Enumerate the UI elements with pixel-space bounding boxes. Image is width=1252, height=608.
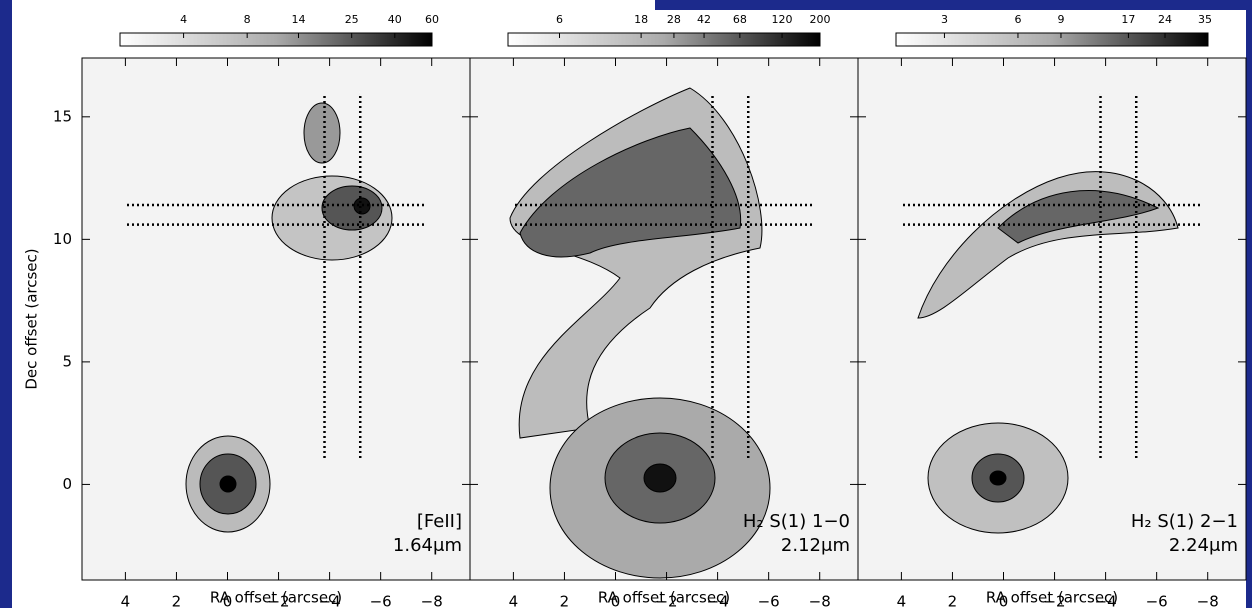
x-tick-label: 0 [611, 593, 621, 608]
panel-label: H₂ S(1) 2−1 [1131, 511, 1238, 532]
emission [643, 463, 677, 493]
x-axis-label: RA offset (arcsec) [986, 589, 1118, 607]
x-tick-label: 4 [897, 593, 907, 608]
colorbar-tick-label: 24 [1158, 13, 1172, 26]
x-tick-label: 4 [509, 593, 519, 608]
colorbar-tick-label: 40 [388, 13, 402, 26]
colorbar-tick-label: 42 [697, 13, 711, 26]
panel-label: 2.24μm [1169, 535, 1238, 556]
x-axis-label: RA offset (arcsec) [210, 589, 342, 607]
colorbar-tick-label: 6 [556, 13, 563, 26]
image [185, 102, 393, 533]
colorbar-tick-label: 14 [292, 13, 306, 26]
x-tick-label: 2 [172, 593, 182, 608]
x-tick-label: −8 [1197, 593, 1219, 608]
x-tick-label: −4 [319, 593, 341, 608]
panel-bg [82, 58, 470, 580]
colorbar-tick-label: 25 [345, 13, 359, 26]
emission [321, 185, 383, 231]
colorbar-tick-label: 35 [1198, 13, 1212, 26]
x-tick-label: −4 [707, 593, 729, 608]
y-axis-label: Dec offset (arcsec) [23, 248, 41, 389]
x-tick-label: 2 [948, 593, 958, 608]
y-tick-label: 0 [62, 475, 72, 493]
panel-frame [857, 57, 1247, 581]
y-tick-label: 15 [53, 107, 72, 125]
frame [1246, 0, 1252, 608]
x-tick-label: 0 [223, 593, 233, 608]
colorbar-tick-label: 28 [667, 13, 681, 26]
colorbar-tick-label: 17 [1121, 13, 1135, 26]
frame [655, 0, 1252, 10]
frame [0, 0, 12, 608]
colorbar-tick-label: 6 [1014, 13, 1021, 26]
panel-label: 1.64μm [393, 535, 462, 556]
y-tick-label: 10 [53, 230, 72, 248]
colorbar [507, 32, 821, 47]
colorbar-tick-label: 3 [941, 13, 948, 26]
emission [989, 470, 1007, 486]
colorbar-tick-label: 18 [634, 13, 648, 26]
colorbar-tick-label: 60 [425, 13, 439, 26]
colorbar [119, 32, 433, 47]
panel-label: H₂ S(1) 1−0 [743, 511, 850, 532]
x-tick-label: −6 [758, 593, 780, 608]
colorbar-tick-label: 4 [180, 13, 187, 26]
colorbar-tick-label: 8 [244, 13, 251, 26]
x-tick-label: −6 [370, 593, 392, 608]
colorbar-tick-label: 200 [810, 13, 831, 26]
x-tick-label: −4 [1095, 593, 1117, 608]
panel-label: 2.12μm [781, 535, 850, 556]
emission [303, 102, 341, 164]
x-tick-label: −8 [809, 593, 831, 608]
x-tick-label: −2 [1043, 593, 1065, 608]
x-tick-label: 2 [560, 593, 570, 608]
colorbar [895, 32, 1209, 47]
colorbar-tick-label: 68 [733, 13, 747, 26]
colorbar-tick-label: 9 [1057, 13, 1064, 26]
x-tick-label: −8 [421, 593, 443, 608]
colorbar-tick-label: 120 [772, 13, 793, 26]
x-axis-label: RA offset (arcsec) [598, 589, 730, 607]
emission [219, 475, 237, 493]
x-tick-label: 4 [121, 593, 131, 608]
emission [997, 190, 1160, 244]
image [917, 171, 1179, 534]
x-tick-label: −2 [655, 593, 677, 608]
x-tick-label: 0 [999, 593, 1009, 608]
y-tick-label: 5 [62, 352, 72, 370]
panel-label: [FeII] [417, 511, 462, 532]
x-tick-label: −2 [267, 593, 289, 608]
x-tick-label: −6 [1146, 593, 1168, 608]
